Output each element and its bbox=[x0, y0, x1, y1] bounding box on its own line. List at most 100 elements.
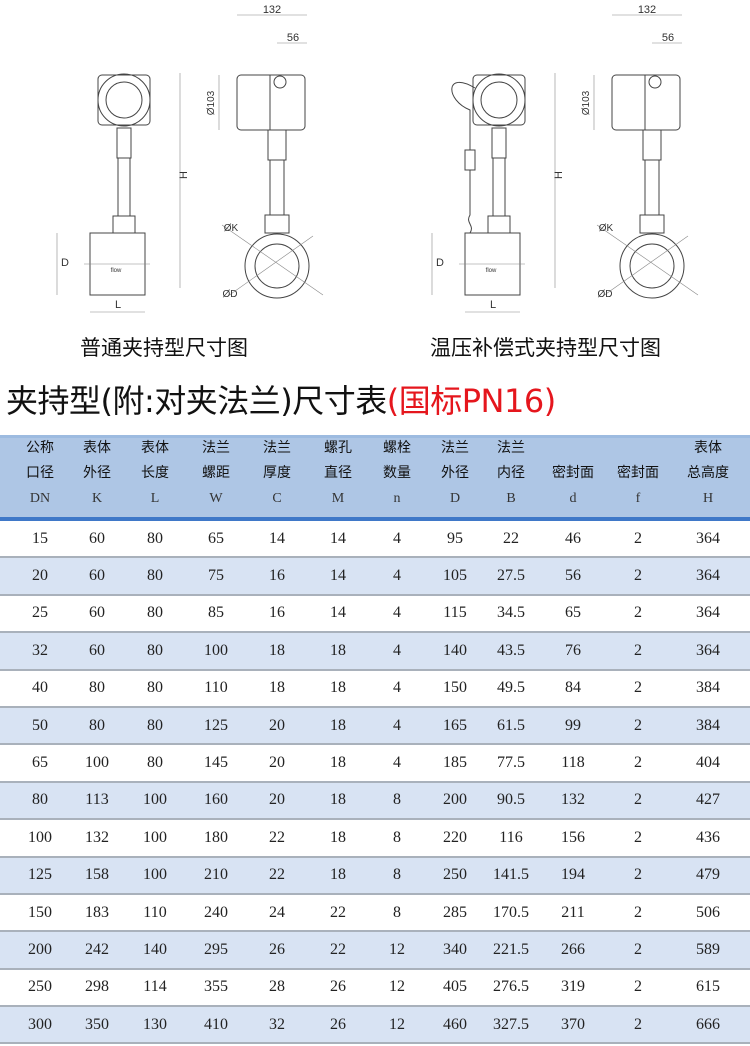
display-window bbox=[105, 81, 143, 119]
header-sym: L bbox=[150, 491, 160, 506]
header-l1: 螺孔 bbox=[324, 440, 352, 456]
table-cell: 210 bbox=[204, 866, 228, 884]
table-cell: 114 bbox=[143, 978, 167, 996]
table-cell: 250 bbox=[28, 978, 52, 996]
table-cell: 14 bbox=[330, 567, 346, 585]
table-cell: 65 bbox=[208, 529, 224, 547]
table-cell: 2 bbox=[634, 978, 642, 996]
table-cell: 15 bbox=[32, 529, 48, 547]
table-cell: 355 bbox=[204, 978, 228, 996]
table-cell: 12 bbox=[389, 978, 405, 996]
table-cell: 80 bbox=[147, 604, 163, 622]
table-cell: 28 bbox=[269, 978, 285, 996]
caption-compensated-wafer: 温压补偿式夹持型尺寸图 bbox=[430, 336, 661, 360]
table-cell: 150 bbox=[443, 679, 467, 697]
dimension-label: 132 bbox=[263, 4, 281, 16]
table-cell: 240 bbox=[204, 903, 228, 921]
header-l2: 数量 bbox=[383, 465, 411, 481]
table-cell: 76 bbox=[565, 641, 581, 659]
drawing-line bbox=[221, 224, 324, 296]
flow-label: flow bbox=[111, 268, 122, 274]
table-cell: 100 bbox=[85, 754, 109, 772]
column-header-n: 螺栓 数量 n bbox=[362, 436, 432, 511]
table-cell: 298 bbox=[85, 978, 109, 996]
side-stem bbox=[269, 159, 285, 216]
page-title: 夹持型(附:对夹法兰)尺寸表(国标PN16) bbox=[6, 376, 556, 422]
dimension-label: ØK bbox=[599, 223, 614, 234]
table-cell: 12 bbox=[389, 940, 405, 958]
table-cell: 16 bbox=[269, 604, 285, 622]
drawing-line bbox=[227, 235, 314, 297]
table-cell: 2 bbox=[634, 641, 642, 659]
table-cell: 266 bbox=[561, 940, 585, 958]
table-cell: 2 bbox=[634, 567, 642, 585]
table-cell: 26 bbox=[269, 940, 285, 958]
table-cell: 2 bbox=[634, 828, 642, 846]
table-cell: 211 bbox=[561, 903, 585, 921]
title-main: 夹持型(附:对夹法兰)尺寸表 bbox=[6, 382, 387, 420]
table-cell: 8 bbox=[393, 791, 401, 809]
table-cell: 436 bbox=[696, 828, 720, 846]
header-l2: 密封面 bbox=[617, 465, 659, 481]
table-row: 150 183 110 240 24 22 8 285 170.5 211 2 506 bbox=[0, 895, 750, 933]
dimension-label: 132 bbox=[638, 4, 656, 16]
table-cell: 460 bbox=[443, 1015, 467, 1033]
table-cell: 80 bbox=[147, 529, 163, 547]
table-cell: 130 bbox=[143, 1015, 167, 1033]
dimension-label: Ø103 bbox=[581, 90, 592, 115]
dimension-label: H bbox=[553, 171, 565, 179]
table-cell: 221.5 bbox=[493, 940, 529, 958]
table-cell: 125 bbox=[204, 716, 228, 734]
header-sym: M bbox=[331, 491, 345, 506]
table-cell: 60 bbox=[89, 529, 105, 547]
table-cell: 14 bbox=[330, 604, 346, 622]
table-cell: 80 bbox=[89, 679, 105, 697]
table-cell: 350 bbox=[85, 1015, 109, 1033]
table-cell: 300 bbox=[28, 1015, 52, 1033]
table-cell: 26 bbox=[330, 978, 346, 996]
header-l2: 口径 bbox=[26, 465, 54, 481]
table-cell: 24 bbox=[269, 903, 285, 921]
table-cell: 2 bbox=[634, 791, 642, 809]
column-header-D: 法兰 外径 D bbox=[420, 436, 490, 511]
drawing-line bbox=[596, 224, 699, 296]
table-cell: 16 bbox=[269, 567, 285, 585]
table-cell: 65 bbox=[565, 604, 581, 622]
side-stem-base bbox=[639, 214, 665, 234]
cable-gland bbox=[273, 75, 287, 89]
stem-base bbox=[112, 215, 136, 234]
dimension-label: 56 bbox=[287, 32, 299, 44]
column-header-W: 法兰 螺距 W bbox=[181, 436, 251, 511]
table-cell: 2 bbox=[634, 604, 642, 622]
column-header-M: 螺孔 直径 M bbox=[303, 436, 373, 511]
table-cell: 140 bbox=[143, 940, 167, 958]
dimension-label: ØD bbox=[223, 289, 238, 300]
table-cell: 405 bbox=[443, 978, 467, 996]
header-l2: 螺距 bbox=[202, 465, 230, 481]
table-cell: 319 bbox=[561, 978, 585, 996]
table-cell: 2 bbox=[634, 529, 642, 547]
transmitter-housing bbox=[472, 73, 526, 127]
header-l1: 法兰 bbox=[263, 440, 291, 456]
header-l1: 表体 bbox=[83, 440, 111, 456]
table-cell: 2 bbox=[634, 940, 642, 958]
drawing-line bbox=[602, 235, 689, 297]
table-cell: 80 bbox=[147, 754, 163, 772]
table-cell: 141.5 bbox=[493, 866, 529, 884]
dimension-table: 公称 口径 DN 表体 外径 K 表体 长度 L 法兰 螺距 W 法兰 厚度 C 螺孔 直径 M 螺栓 数量 n 法兰 外径… bbox=[0, 435, 750, 1045]
table-cell: 22 bbox=[503, 529, 519, 547]
table-cell: 65 bbox=[32, 754, 48, 772]
table-cell: 132 bbox=[85, 828, 109, 846]
flange-inner bbox=[629, 243, 675, 289]
table-cell: 8 bbox=[393, 866, 401, 884]
table-cell: 404 bbox=[696, 754, 720, 772]
table-cell: 32 bbox=[32, 641, 48, 659]
table-cell: 18 bbox=[330, 754, 346, 772]
dimension-label: D bbox=[436, 257, 444, 269]
table-cell: 20 bbox=[32, 567, 48, 585]
header-l1: 法兰 bbox=[497, 440, 525, 456]
table-cell: 165 bbox=[443, 716, 467, 734]
table-cell: 56 bbox=[565, 567, 581, 585]
table-cell: 61.5 bbox=[497, 716, 525, 734]
table-cell: 200 bbox=[28, 940, 52, 958]
